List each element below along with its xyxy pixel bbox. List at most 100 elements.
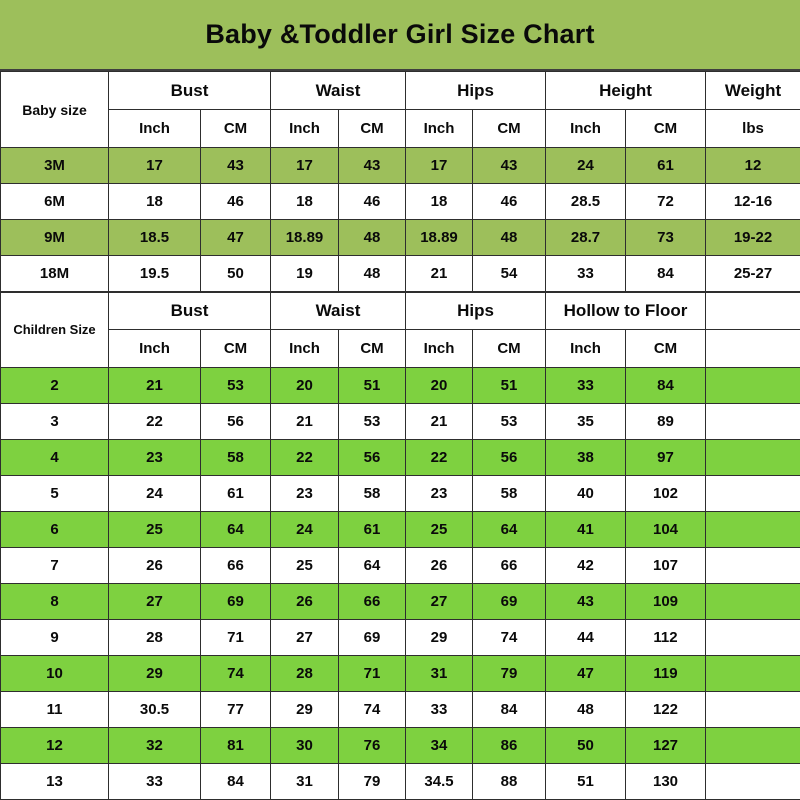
children-cell-bust_in: 24 [108,475,201,512]
children-cell-bust_cm: 74 [200,655,271,692]
baby-group-header-row: Baby size Bust Waist Hips Height Weight [0,71,800,148]
children-cell-waist_cm: 56 [338,439,406,476]
children-cell-waist_in: 27 [270,619,339,656]
children-cell-bust_cm: 84 [200,763,271,800]
children-cell-extra [705,439,800,476]
children-cell-extra [705,475,800,512]
baby-cell-waist_in: 19 [270,255,339,292]
children-cell-hollow_in: 47 [545,655,626,692]
children-cell-waist_cm: 51 [338,367,406,404]
children-group-waist: Waist [270,290,406,330]
children-cell-bust_in: 33 [108,763,201,800]
children-cell-size: 2 [0,367,109,404]
children-unit-empty [705,329,800,368]
children-unit-hollow-cm: CM [624,329,707,368]
children-cell-waist_in: 23 [270,475,339,512]
children-group-bust: Bust [108,290,271,330]
baby-cell-waist_in: 18 [270,183,339,220]
baby-cell-weight_lbs: 12 [705,147,800,184]
children-unit-hips-cm: CM [472,329,546,368]
children-group-hollow-to-floor: Hollow to Floor [544,290,707,330]
children-cell-extra [705,583,800,620]
baby-group-hips: Hips [405,71,546,110]
children-cell-bust_in: 26 [108,547,201,584]
children-cell-hips_in: 25 [405,511,473,548]
children-cell-hollow_cm: 107 [624,547,707,584]
baby-cell-size: 18M [0,255,109,292]
children-cell-hips_cm: 69 [472,583,546,620]
children-cell-bust_in: 28 [108,619,201,656]
baby-cell-hips_in: 21 [405,255,473,292]
baby-unit-bust-inch: Inch [108,109,201,148]
children-cell-hollow_cm: 109 [624,583,707,620]
children-cell-bust_cm: 71 [200,619,271,656]
baby-cell-size: 9M [0,219,109,256]
children-cell-waist_in: 20 [270,367,339,404]
table-row: 5 24 61 23 58 23 58 40 102 [0,475,800,512]
baby-cell-hips_in: 18.89 [405,219,473,256]
baby-cell-waist_cm: 48 [338,255,406,292]
baby-cell-weight_lbs: 12-16 [705,183,800,220]
children-unit-waist-inch: Inch [270,329,339,368]
baby-cell-hips_cm: 54 [472,255,546,292]
page-title: Baby &Toddler Girl Size Chart [205,19,595,49]
baby-unit-height-cm: CM [624,109,707,148]
children-cell-hollow_cm: 127 [624,727,707,764]
children-cell-hollow_in: 35 [545,403,626,440]
children-cell-hollow_in: 40 [545,475,626,512]
size-chart-table: Baby size Bust Waist Hips Height Weight … [0,71,800,800]
children-cell-bust_in: 32 [108,727,201,764]
baby-cell-hips_cm: 43 [472,147,546,184]
baby-cell-height_in: 24 [545,147,626,184]
children-cell-hollow_in: 43 [545,583,626,620]
children-cell-size: 5 [0,475,109,512]
baby-cell-height_in: 28.5 [545,183,626,220]
children-cell-hips_cm: 74 [472,619,546,656]
children-cell-waist_cm: 74 [338,691,406,728]
children-cell-hollow_cm: 122 [624,691,707,728]
children-cell-bust_in: 21 [108,367,201,404]
children-group-hips: Hips [405,290,546,330]
children-cell-waist_in: 21 [270,403,339,440]
children-cell-hollow_in: 41 [545,511,626,548]
table-row: 13 33 84 31 79 34.5 88 51 130 [0,763,800,800]
table-row: 10 29 74 28 71 31 79 47 119 [0,655,800,692]
baby-group-weight: Weight [705,71,800,110]
children-cell-extra [705,619,800,656]
children-cell-hollow_cm: 112 [624,619,707,656]
children-cell-hollow_in: 48 [545,691,626,728]
children-cell-bust_cm: 66 [200,547,271,584]
children-cell-hips_cm: 88 [472,763,546,800]
baby-size-header: Baby size [0,71,109,148]
children-cell-hollow_cm: 89 [624,403,707,440]
children-cell-waist_cm: 71 [338,655,406,692]
baby-unit-hips-inch: Inch [405,109,473,148]
children-cell-waist_cm: 64 [338,547,406,584]
children-cell-bust_cm: 56 [200,403,271,440]
baby-cell-height_in: 28.7 [545,219,626,256]
children-cell-waist_in: 25 [270,547,339,584]
children-cell-size: 6 [0,511,109,548]
baby-unit-waist-cm: CM [338,109,406,148]
children-group-empty [705,290,800,330]
baby-group-bust: Bust [108,71,271,110]
table-row: 12 32 81 30 76 34 86 50 127 [0,727,800,764]
baby-cell-waist_in: 17 [270,147,339,184]
children-cell-bust_in: 27 [108,583,201,620]
baby-cell-bust_cm: 46 [200,183,271,220]
children-cell-extra [705,511,800,548]
children-cell-hollow_cm: 104 [624,511,707,548]
children-cell-bust_in: 22 [108,403,201,440]
baby-unit-waist-inch: Inch [270,109,339,148]
children-cell-waist_in: 24 [270,511,339,548]
children-cell-waist_cm: 79 [338,763,406,800]
baby-cell-height_cm: 84 [624,255,707,292]
children-cell-hips_in: 34 [405,727,473,764]
baby-cell-weight_lbs: 19-22 [705,219,800,256]
children-cell-hips_cm: 56 [472,439,546,476]
children-cell-bust_in: 30.5 [108,691,201,728]
baby-cell-size: 3M [0,147,109,184]
baby-cell-hips_cm: 46 [472,183,546,220]
baby-cell-hips_in: 18 [405,183,473,220]
